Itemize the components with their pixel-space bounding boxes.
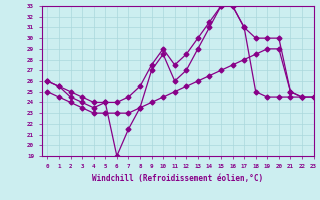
X-axis label: Windchill (Refroidissement éolien,°C): Windchill (Refroidissement éolien,°C) [92, 174, 263, 183]
